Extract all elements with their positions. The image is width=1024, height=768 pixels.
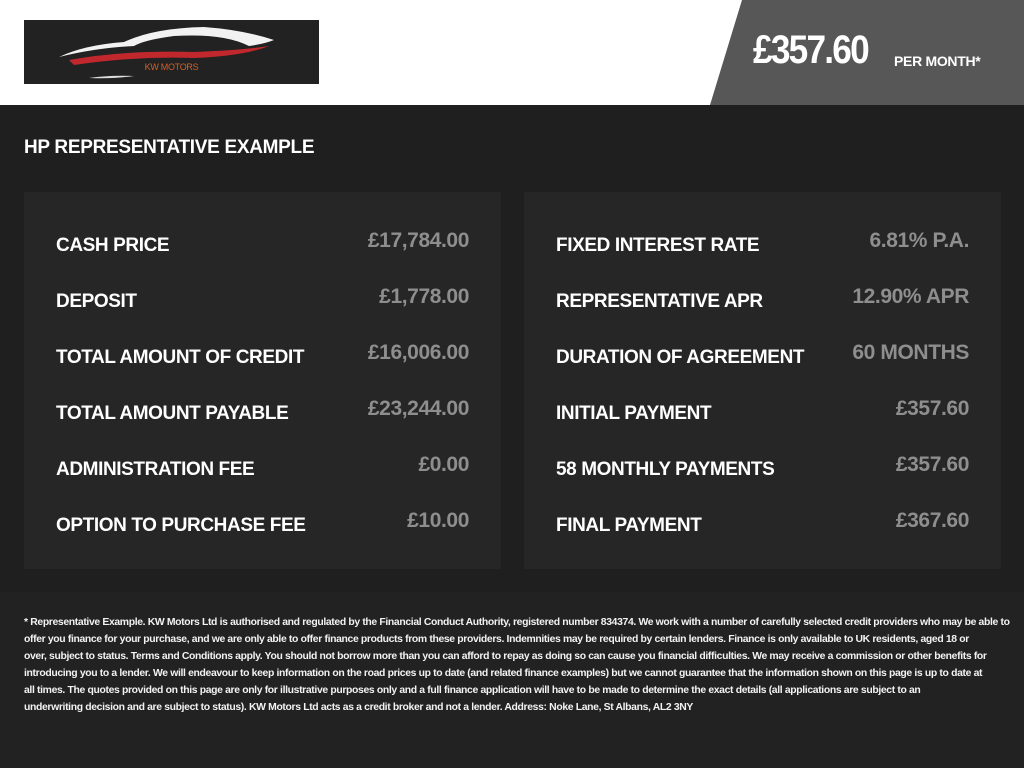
finance-row: REPRESENTATIVE APR 12.90% APR — [556, 270, 969, 326]
row-label: FIXED INTEREST RATE — [556, 235, 760, 256]
kw-motors-logo[interactable]: KW MOTORS — [24, 20, 319, 84]
row-value: £357.60 — [895, 397, 970, 420]
row-value: £357.60 — [895, 453, 970, 476]
row-label: TOTAL AMOUNT OF CREDIT — [56, 347, 305, 368]
row-label: FINAL PAYMENT — [556, 515, 702, 536]
disclaimer: * Representative Example. KW Motors Ltd … — [0, 592, 1024, 768]
finance-row: TOTAL AMOUNT PAYABLE £23,244.00 — [56, 382, 469, 438]
row-label: CASH PRICE — [56, 235, 170, 256]
finance-row: ADMINISTRATION FEE £0.00 — [56, 438, 469, 494]
monthly-price-box — [710, 0, 1024, 105]
disclaimer-line: offer you finance for your purchase, and… — [24, 634, 969, 645]
logo-text: KW MOTORS — [144, 62, 199, 72]
finance-row: CASH PRICE £17,784.00 — [56, 214, 469, 270]
row-value: 60 MONTHS — [852, 341, 969, 364]
row-label: INITIAL PAYMENT — [556, 403, 712, 424]
finance-row: TOTAL AMOUNT OF CREDIT £16,006.00 — [56, 326, 469, 382]
disclaimer-line: over, subject to status. Terms and Condi… — [24, 651, 987, 662]
disclaimer-line: all times. The quotes provided on this p… — [24, 685, 921, 696]
finance-row: FINAL PAYMENT £367.60 — [556, 494, 969, 550]
row-value: 6.81% P.A. — [869, 229, 969, 252]
section-title: HP REPRESENTATIVE EXAMPLE — [24, 137, 315, 158]
disclaimer-line: underwriting decision and are subject to… — [24, 702, 694, 713]
finance-row: FIXED INTEREST RATE 6.81% P.A. — [556, 214, 969, 270]
row-label: OPTION TO PURCHASE FEE — [56, 515, 306, 536]
header-bar: KW MOTORS £357.60 PER MONTH* — [0, 0, 1024, 105]
row-value: £23,244.00 — [367, 397, 470, 420]
row-label: DEPOSIT — [56, 291, 137, 312]
finance-row: DURATION OF AGREEMENT 60 MONTHS — [556, 326, 969, 382]
row-value: £1,778.00 — [379, 285, 469, 308]
finance-row: DEPOSIT £1,778.00 — [56, 270, 469, 326]
row-label: DURATION OF AGREEMENT — [556, 347, 805, 368]
finance-row: OPTION TO PURCHASE FEE £10.00 — [56, 494, 469, 550]
row-label: TOTAL AMOUNT PAYABLE — [56, 403, 289, 424]
row-label: ADMINISTRATION FEE — [56, 459, 255, 480]
row-value: £0.00 — [418, 453, 469, 476]
finance-panel-left: CASH PRICE £17,784.00 DEPOSIT £1,778.00 TO… — [24, 192, 501, 569]
monthly-price: £357.60 — [753, 28, 870, 72]
finance-row: INITIAL PAYMENT £357.60 — [556, 382, 969, 438]
per-month-label: PER MONTH* — [894, 53, 981, 69]
row-label: REPRESENTATIVE APR — [556, 291, 763, 312]
row-value: £16,006.00 — [367, 341, 470, 364]
finance-panel-right: FIXED INTEREST RATE 6.81% P.A. REPRESENTA… — [524, 192, 1001, 569]
row-value: £10.00 — [407, 509, 469, 532]
row-value: £17,784.00 — [367, 229, 470, 252]
disclaimer-line: * Representative Example. KW Motors Ltd … — [24, 617, 1010, 628]
row-value: £367.60 — [895, 509, 970, 532]
row-label: 58 MONTHLY PAYMENTS — [556, 459, 775, 480]
car-silhouette-icon — [59, 27, 274, 79]
disclaimer-line: introducing you to a lender. We will end… — [24, 668, 983, 679]
finance-row: 58 MONTHLY PAYMENTS £357.60 — [556, 438, 969, 494]
row-value: 12.90% APR — [852, 285, 969, 308]
